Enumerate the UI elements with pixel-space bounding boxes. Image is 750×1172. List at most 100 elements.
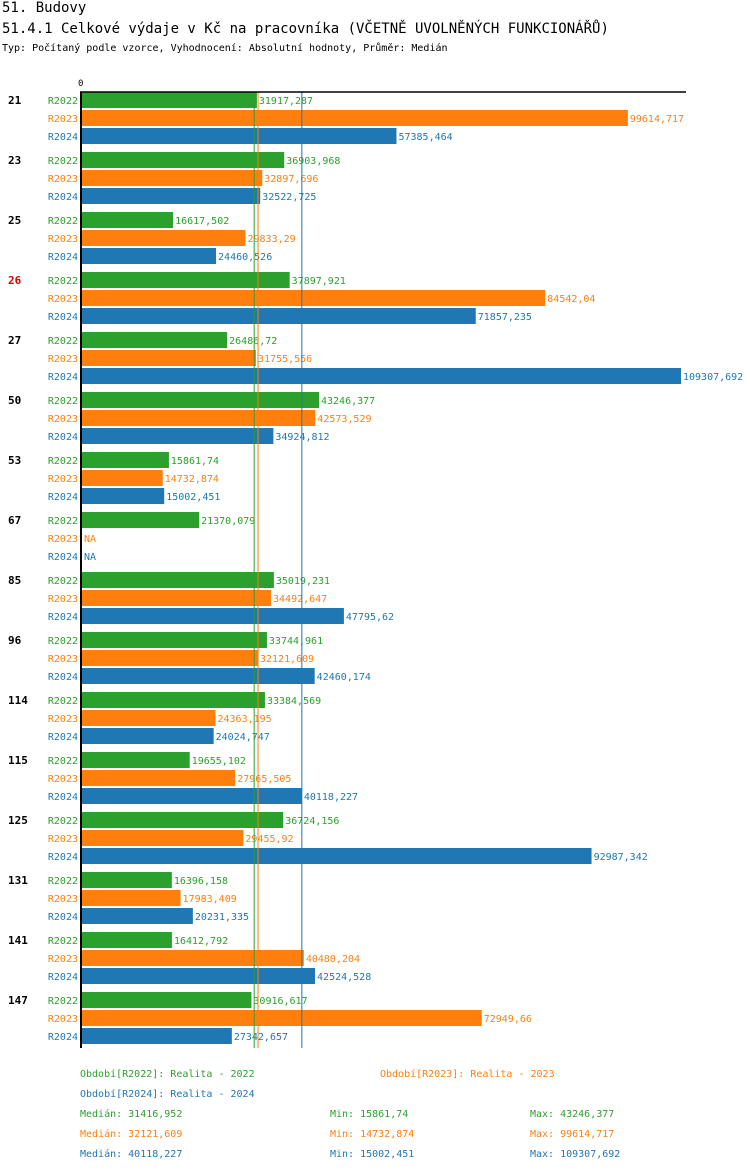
legend-item-r2023: Období[R2023]: Realita - 2023 bbox=[380, 1068, 555, 1080]
bar-r2022 bbox=[82, 812, 284, 828]
series-row-label: R2024 bbox=[48, 552, 78, 563]
series-row-label: R2023 bbox=[48, 354, 78, 365]
bar-r2023 bbox=[82, 470, 163, 486]
category-label: 50 bbox=[8, 394, 21, 407]
stat-min: Min: 14732,874 bbox=[330, 1129, 414, 1140]
bar-r2024 bbox=[82, 428, 274, 444]
bar-r2023 bbox=[82, 410, 316, 426]
bar-r2023 bbox=[82, 890, 181, 906]
series-row-label: R2024 bbox=[48, 792, 78, 803]
bar-r2023 bbox=[82, 350, 257, 366]
data-label: 109307,692 bbox=[683, 372, 743, 383]
data-label: 16396,158 bbox=[174, 876, 228, 887]
series-row-label: R2023 bbox=[48, 774, 78, 785]
series-row-label: R2023 bbox=[48, 114, 78, 125]
data-label: 14732,874 bbox=[165, 474, 219, 485]
series-row-label: R2023 bbox=[48, 594, 78, 605]
data-label: 24460,526 bbox=[218, 252, 272, 263]
series-row-label: R2024 bbox=[48, 312, 78, 323]
category-label: 85 bbox=[8, 574, 21, 587]
series-row-label: R2024 bbox=[48, 492, 78, 503]
data-label: 16412,792 bbox=[174, 936, 228, 947]
series-row-label: R2023 bbox=[48, 954, 78, 965]
bar-r2023 bbox=[82, 950, 304, 966]
data-label: 21370,079 bbox=[201, 516, 255, 527]
bar-r2022 bbox=[82, 692, 265, 708]
data-label: 42573,529 bbox=[317, 414, 371, 425]
bar-r2022 bbox=[82, 512, 200, 528]
data-label: 43246,377 bbox=[321, 396, 375, 407]
bar-r2023 bbox=[82, 590, 272, 606]
category-label: 115 bbox=[8, 754, 28, 767]
bar-r2024 bbox=[82, 128, 397, 144]
data-label: 37897,921 bbox=[292, 276, 346, 287]
series-row-label: R2022 bbox=[48, 576, 78, 587]
bar-r2022 bbox=[82, 272, 290, 288]
bar-r2022 bbox=[82, 932, 172, 948]
stat-median: Medián: 31416,952 bbox=[80, 1108, 182, 1120]
data-label: 32897,696 bbox=[264, 174, 318, 185]
series-row-label: R2024 bbox=[48, 612, 78, 623]
series-row-label: R2024 bbox=[48, 852, 78, 863]
series-row-label: R2023 bbox=[48, 474, 78, 485]
x-tick-label: 0 bbox=[78, 79, 83, 89]
data-label: 92987,342 bbox=[594, 852, 648, 863]
series-row-label: R2022 bbox=[48, 156, 78, 167]
chart-title: 51.4.1 Celkové výdaje v Kč na pracovníka… bbox=[2, 21, 609, 37]
stat-min: Min: 15861,74 bbox=[330, 1109, 408, 1120]
data-label: 42524,528 bbox=[317, 972, 371, 983]
category-label: 141 bbox=[8, 934, 28, 947]
series-row-label: R2024 bbox=[48, 1032, 78, 1043]
legend-item-r2024: Období[R2024]: Realita - 2024 bbox=[80, 1088, 255, 1100]
category-label: 25 bbox=[8, 214, 21, 227]
data-label: 33384,569 bbox=[267, 696, 321, 707]
data-label: 27342,657 bbox=[234, 1032, 288, 1043]
bar-r2022 bbox=[82, 992, 252, 1008]
stat-max: Max: 109307,692 bbox=[530, 1149, 620, 1160]
series-row-label: R2023 bbox=[48, 174, 78, 185]
series-row-label: R2024 bbox=[48, 732, 78, 743]
data-label: 30916,617 bbox=[253, 996, 307, 1007]
data-label: 27965,505 bbox=[237, 774, 291, 785]
bar-r2023 bbox=[82, 230, 246, 246]
data-label: 36903,968 bbox=[286, 156, 340, 167]
series-row-label: R2023 bbox=[48, 414, 78, 425]
data-label: 15002,451 bbox=[166, 492, 220, 503]
data-label: NA bbox=[84, 552, 96, 563]
bar-r2024 bbox=[82, 1028, 232, 1044]
series-row-label: R2024 bbox=[48, 132, 78, 143]
bar-r2023 bbox=[82, 830, 244, 846]
bar-r2022 bbox=[82, 392, 319, 408]
bar-r2022 bbox=[82, 632, 267, 648]
data-label: 57385,464 bbox=[398, 132, 452, 143]
bar-r2024 bbox=[82, 848, 592, 864]
legend-item-r2022: Období[R2022]: Realita - 2022 bbox=[80, 1068, 255, 1080]
data-label: 17983,409 bbox=[183, 894, 237, 905]
bar-r2024 bbox=[82, 248, 217, 264]
data-label: 35019,231 bbox=[276, 576, 330, 587]
data-label: 42460,174 bbox=[317, 672, 371, 683]
bar-r2024 bbox=[82, 728, 214, 744]
series-row-label: R2022 bbox=[48, 816, 78, 827]
category-label: 67 bbox=[8, 514, 21, 527]
series-row-label: R2022 bbox=[48, 396, 78, 407]
bar-r2022 bbox=[82, 152, 285, 168]
series-row-label: R2023 bbox=[48, 654, 78, 665]
bar-r2024 bbox=[82, 668, 315, 684]
data-label: 40480,204 bbox=[306, 954, 360, 965]
data-label: 34924,812 bbox=[275, 432, 329, 443]
series-row-label: R2024 bbox=[48, 252, 78, 263]
category-label: 53 bbox=[8, 454, 21, 467]
data-label: 47795,62 bbox=[346, 612, 394, 623]
chart-subtitle: Typ: Počítaný podle vzorce, Vyhodnocení:… bbox=[2, 43, 448, 54]
category-label: 27 bbox=[8, 334, 21, 347]
data-label: 16617,502 bbox=[175, 216, 229, 227]
category-label: 131 bbox=[8, 874, 28, 887]
bar-r2023 bbox=[82, 770, 236, 786]
series-row-label: R2023 bbox=[48, 834, 78, 845]
series-row-label: R2022 bbox=[48, 336, 78, 347]
bar-r2024 bbox=[82, 188, 261, 204]
series-row-label: R2022 bbox=[48, 756, 78, 767]
bar-r2022 bbox=[82, 872, 172, 888]
